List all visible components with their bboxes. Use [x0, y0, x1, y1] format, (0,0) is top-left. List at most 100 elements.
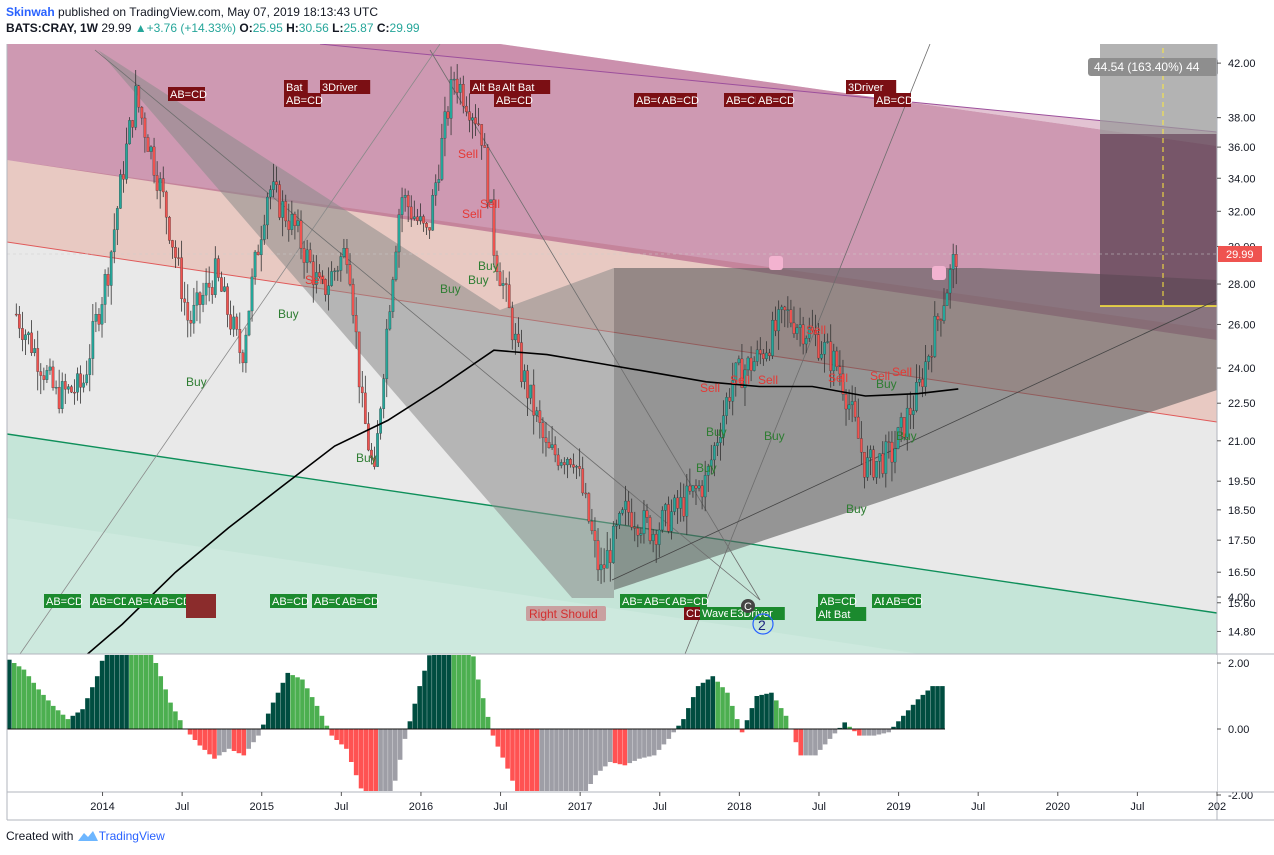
- pattern-label-bottom: AB=CD: [340, 594, 379, 608]
- oscillator-bar: [138, 655, 144, 729]
- oscillator-bar: [363, 729, 369, 791]
- price-change: +3.76 (+14.33%): [146, 21, 237, 35]
- svg-text:AB=CD: AB=CD: [726, 95, 763, 107]
- oscillator-bar: [832, 729, 838, 734]
- price-candle: [201, 282, 205, 313]
- price-candle: [673, 494, 676, 516]
- price-candle: [866, 445, 869, 481]
- svg-text:AB=CD: AB=CD: [672, 596, 709, 608]
- price-candle: [762, 348, 765, 366]
- oscillator-bar: [778, 708, 784, 729]
- oscillator-bar: [734, 719, 740, 729]
- time-tick-label: 2020: [1046, 801, 1070, 813]
- sell-signal: Sell: [730, 373, 750, 387]
- price-candle: [575, 464, 578, 479]
- price-candle: [562, 457, 566, 475]
- price-candle: [544, 422, 548, 457]
- price-candle: [657, 522, 661, 558]
- price-candle: [336, 265, 340, 281]
- price-candle: [204, 268, 208, 305]
- price-candle: [30, 320, 33, 356]
- oscillator-bar: [808, 729, 813, 756]
- price-tick-label: 16.50: [1228, 567, 1256, 579]
- price-tick-label: 15.60: [1228, 598, 1256, 610]
- oscillator-bar: [842, 722, 847, 729]
- oscillator-bar: [485, 716, 491, 729]
- oscillator-bar: [85, 698, 90, 729]
- oscillator-bar: [866, 729, 872, 736]
- author-name[interactable]: Skinwah: [6, 5, 55, 19]
- price-candle: [553, 436, 557, 463]
- sell-signal: Sell: [870, 369, 890, 383]
- price-candle: [514, 323, 517, 355]
- price-candle: [752, 356, 756, 372]
- oscillator-bar: [783, 715, 789, 729]
- price-candle: [140, 105, 144, 125]
- price-candle: [434, 174, 438, 206]
- oscillator-bar: [226, 729, 232, 749]
- price-candle: [97, 308, 101, 332]
- oscillator-bar: [451, 655, 457, 729]
- tradingview-brand[interactable]: TradingView: [98, 829, 165, 843]
- time-tick-label: Jul: [812, 801, 826, 813]
- price-candle: [278, 180, 281, 221]
- pattern-label-bottom: AB=CD: [884, 594, 923, 608]
- price-candle: [504, 277, 508, 302]
- price-candle: [605, 532, 609, 569]
- oscillator-bar: [661, 729, 667, 745]
- oscillator-bar: [471, 656, 476, 729]
- symbol-name[interactable]: BATS:CRAY, 1W: [6, 21, 99, 35]
- svg-text:AB=CD: AB=CD: [342, 596, 379, 608]
- price-candle: [403, 188, 407, 212]
- projection-box-top: [1100, 44, 1217, 134]
- pattern-label-top: AB=CD: [284, 93, 323, 107]
- price-candle: [177, 247, 180, 266]
- price-candle: [443, 96, 447, 157]
- pattern-label-misc: C: [741, 599, 755, 613]
- price-candle: [272, 163, 275, 198]
- price-axis[interactable]: 42.0038.0036.0034.0032.0030.0028.0026.00…: [1217, 58, 1256, 638]
- oscillator-bar: [798, 729, 804, 756]
- price-candle: [581, 456, 585, 496]
- price-candle: [670, 499, 673, 540]
- oscillator-bar: [314, 705, 320, 729]
- price-candle: [419, 203, 422, 225]
- publish-line: Skinwah published on TradingView.com, Ma…: [6, 4, 1206, 20]
- price-candle: [42, 367, 46, 391]
- oscillator-pane[interactable]: [7, 597, 1217, 835]
- price-candle: [207, 266, 211, 302]
- diagonal-line-2: [94, 49, 761, 601]
- price-candle: [510, 301, 514, 350]
- price-candle: [461, 75, 465, 114]
- price-candle: [820, 341, 823, 361]
- price-candle: [639, 527, 643, 544]
- oscillator-bar: [656, 729, 662, 750]
- price-candle: [535, 406, 539, 423]
- price-candle: [275, 166, 278, 193]
- oscillator-bar: [480, 698, 486, 729]
- price-candle: [541, 417, 545, 454]
- time-tick-label: 2017: [568, 801, 592, 813]
- svg-text:3Driver: 3Driver: [322, 82, 358, 94]
- oscillator-bar: [739, 729, 745, 733]
- price-candle: [213, 246, 217, 298]
- pattern-label-misc: CD: [684, 607, 702, 620]
- oscillator-bar: [827, 729, 833, 739]
- price-candle: [636, 524, 640, 548]
- price-candle: [930, 345, 934, 373]
- oscillator-bar: [690, 697, 696, 729]
- price-candle: [440, 123, 444, 181]
- oscillator-bar: [622, 729, 628, 766]
- price-candle: [814, 314, 817, 347]
- price-candle: [45, 365, 49, 383]
- oscillator-bar: [197, 729, 203, 746]
- time-axis[interactable]: 2014 Jul 2015 Jul 2016 Jul 2017 Jul 2018 Jul 2019 J…: [90, 792, 1226, 813]
- price-candle: [532, 369, 536, 435]
- pattern-label-bottom-red: [186, 594, 216, 618]
- oscillator-bar: [505, 729, 510, 769]
- price-candle: [927, 354, 931, 370]
- pink-channel-top: [7, 44, 1217, 146]
